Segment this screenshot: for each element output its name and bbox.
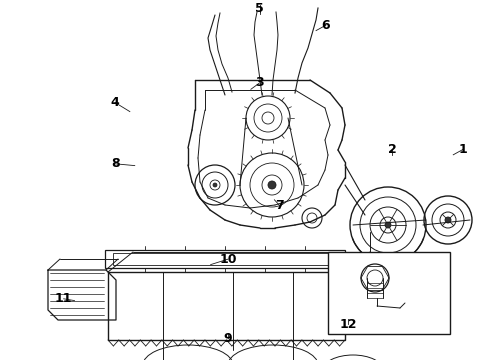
Text: 4: 4 [111,96,120,109]
Circle shape [213,183,217,187]
Text: 6: 6 [321,19,330,32]
Text: 2: 2 [388,143,396,156]
Text: 5: 5 [255,3,264,15]
Text: 12: 12 [339,318,357,330]
Text: 9: 9 [223,332,232,345]
Text: 7: 7 [275,199,284,212]
Circle shape [385,222,391,228]
Text: 11: 11 [55,292,73,305]
Text: 3: 3 [255,76,264,89]
Text: 1: 1 [459,143,467,156]
Polygon shape [328,252,450,334]
Text: 10: 10 [219,253,237,266]
Text: 8: 8 [111,157,120,170]
Circle shape [268,181,276,189]
Circle shape [445,217,451,223]
